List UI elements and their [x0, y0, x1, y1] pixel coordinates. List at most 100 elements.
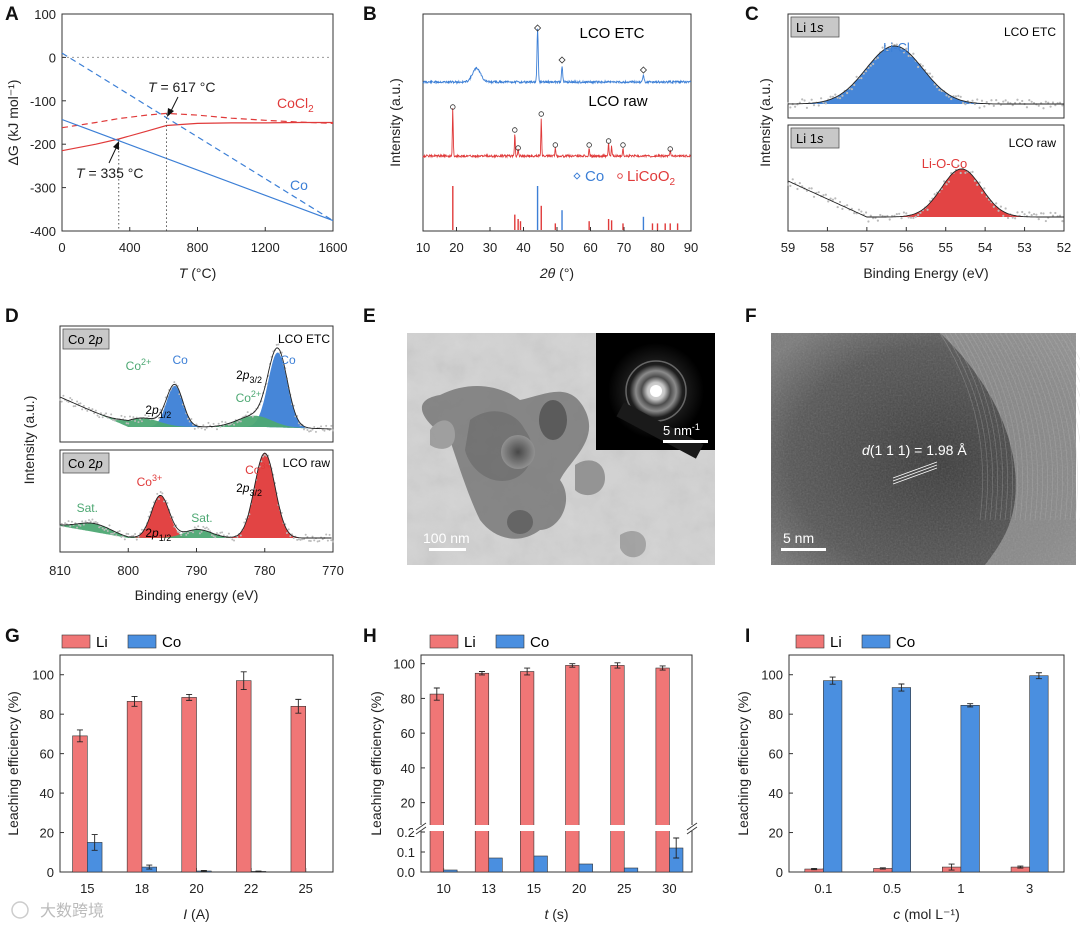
x-tick-label: 56 — [899, 240, 913, 255]
top-orbital-label: 2p3/2 — [236, 368, 262, 385]
data-point — [810, 187, 813, 190]
fringe-line — [969, 332, 1013, 521]
data-point — [846, 204, 849, 207]
data-point — [127, 422, 130, 425]
data-point — [260, 460, 263, 463]
data-point — [850, 88, 853, 91]
x-tick-label: 10 — [436, 881, 450, 896]
data-point — [935, 85, 939, 89]
x-tick-label: 40 — [516, 240, 530, 255]
data-point — [238, 419, 241, 422]
data-point — [328, 533, 331, 536]
data-point — [883, 44, 887, 47]
x-tick-label: 54 — [978, 240, 992, 255]
data-point — [239, 534, 242, 537]
data-point — [193, 526, 196, 529]
legend-label-li: Li — [830, 634, 842, 651]
error-bar — [295, 698, 302, 714]
x-tick-label: 800 — [187, 240, 209, 255]
fringe-line — [1019, 332, 1063, 521]
data-point — [299, 424, 302, 427]
beam-stopper — [616, 402, 704, 459]
top-peak-label: Co — [172, 353, 188, 367]
data-point — [316, 540, 319, 543]
data-point — [117, 530, 120, 533]
data-point — [973, 102, 976, 106]
fringe-line — [974, 332, 1018, 521]
data-point — [123, 415, 126, 418]
legend-swatch-li — [795, 634, 825, 649]
data-point — [244, 414, 247, 417]
data-point — [217, 422, 220, 425]
x-tick-label: 800 — [117, 563, 139, 578]
data-point — [964, 102, 967, 106]
data-point — [829, 197, 832, 200]
data-point — [188, 420, 191, 423]
data-point — [197, 426, 200, 429]
x-tick-label: 3 — [1026, 881, 1033, 896]
legend-swatch-co — [861, 634, 891, 649]
fringe-line — [959, 332, 1003, 521]
data-point — [70, 398, 73, 401]
data-point — [135, 538, 138, 541]
x-tick-label: 55 — [938, 240, 952, 255]
data-point — [332, 429, 334, 432]
error-bar — [829, 676, 836, 685]
data-point — [864, 70, 868, 73]
tem-scale-label: 100 nm — [423, 530, 470, 546]
bar-co — [823, 680, 843, 873]
bar-co — [1029, 675, 1049, 873]
data-point — [1037, 218, 1040, 221]
panel-letter-h: H — [363, 626, 377, 647]
data-point — [212, 422, 215, 425]
data-point — [296, 538, 299, 541]
data-point — [876, 56, 879, 59]
data-point — [125, 532, 128, 535]
data-point — [159, 408, 162, 411]
peak-label-top: Li-Cl — [883, 40, 910, 55]
data-point — [959, 95, 962, 98]
y-tick-label: 80 — [401, 691, 415, 706]
d-spacing-label: d(1 1 1) = 1.98 Å — [862, 442, 967, 458]
x-tick-label: 770 — [322, 563, 344, 578]
fringe-line — [1029, 332, 1073, 521]
top-peak-3 — [60, 397, 333, 429]
data-point — [166, 501, 169, 504]
data-point — [94, 521, 97, 524]
data-point — [79, 524, 82, 527]
y-tick-label: -400 — [30, 224, 56, 239]
panel-f-hrtem-image: d(1 1 1) = 1.98 Å 5 nm — [771, 332, 1080, 565]
x-tick-label: 810 — [49, 563, 71, 578]
data-point — [125, 422, 128, 425]
y-tick-label: -100 — [30, 94, 56, 109]
error-bar — [659, 665, 666, 671]
y-tick-label: 100 — [393, 657, 415, 672]
data-point — [207, 528, 210, 531]
y-axis-label: Leaching efficiency (%) — [735, 691, 751, 835]
data-point — [976, 183, 979, 186]
data-point — [207, 421, 210, 424]
data-point — [132, 534, 135, 537]
data-point — [945, 94, 948, 97]
x-tick-label: 59 — [781, 240, 795, 255]
fringe-line — [1059, 332, 1080, 372]
bar-co — [578, 863, 593, 873]
top-frame — [787, 13, 1065, 119]
panel-letter-c: C — [745, 4, 759, 25]
error-bar — [614, 662, 621, 669]
bottom-orbital-label: 2p3/2 — [236, 481, 262, 498]
data-point — [227, 423, 230, 426]
bottom-tag: Li 1s — [790, 127, 840, 149]
y-axis-label: Leaching efficiency (%) — [368, 691, 384, 835]
fringe-line — [1064, 332, 1080, 361]
data-point — [1011, 104, 1014, 107]
y-tick-label: 40 — [401, 761, 415, 776]
data-point — [1042, 107, 1045, 110]
cocl2-label: CoCl2 — [277, 95, 314, 115]
data-point — [836, 96, 839, 99]
y-tick-label: 60 — [769, 747, 783, 762]
data-point — [59, 525, 61, 528]
data-point — [902, 51, 906, 54]
data-point — [1047, 101, 1050, 104]
x-tick-label: 1200 — [251, 240, 280, 255]
